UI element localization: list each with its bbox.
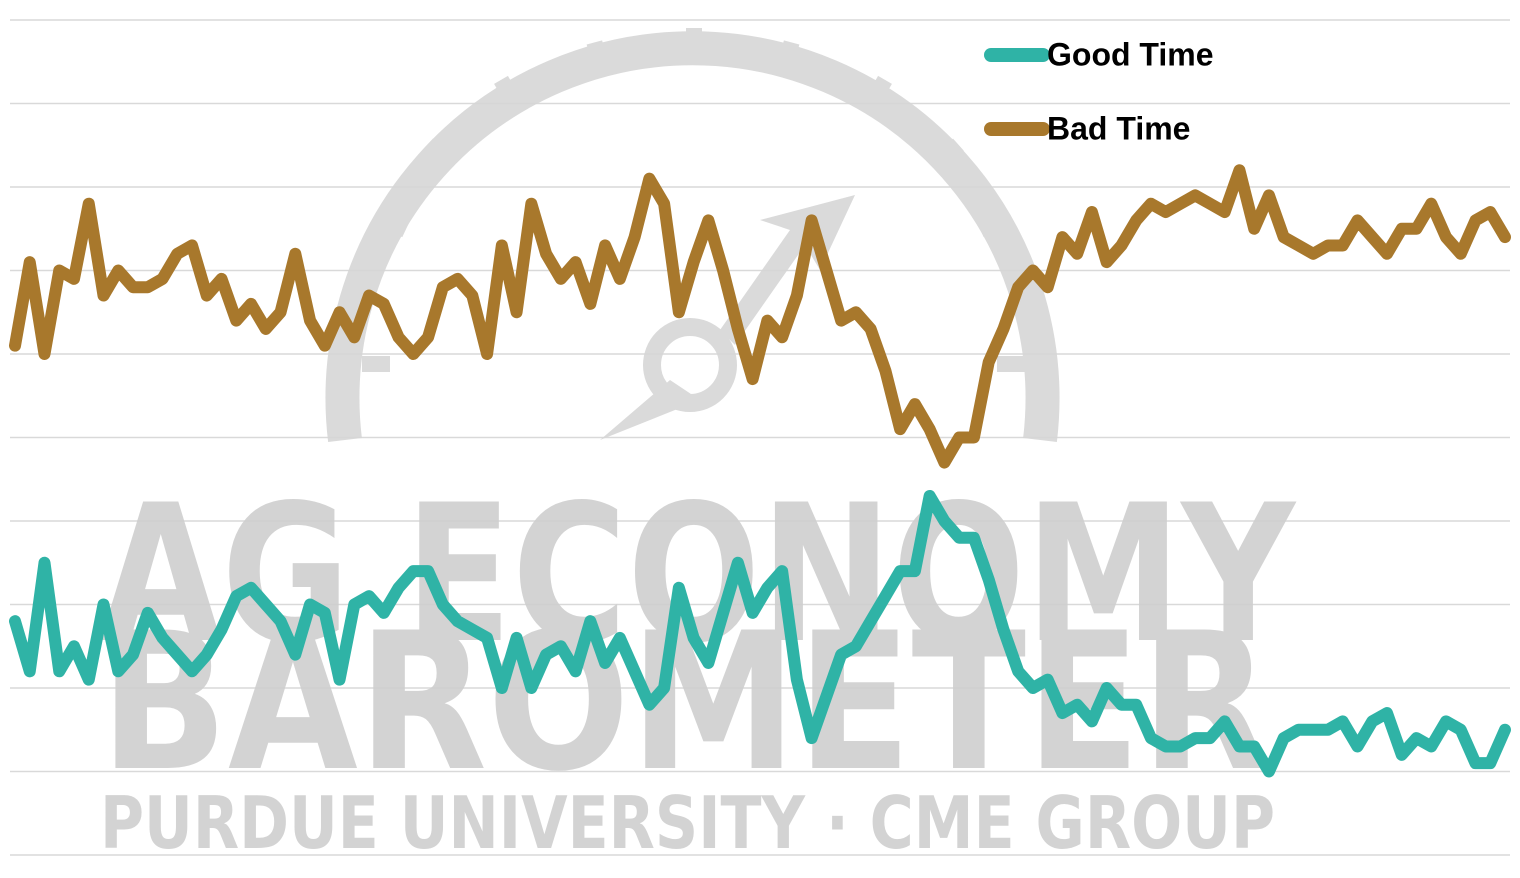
watermark-gauge-needle <box>600 195 855 440</box>
series-line <box>9 164 1511 469</box>
watermark-gauge-arc <box>325 31 1060 442</box>
plot-area <box>9 164 1511 778</box>
legend-label: Bad Time <box>1047 110 1190 146</box>
legend-label: Good Time <box>1047 36 1214 72</box>
watermark-gauge-ticks <box>362 28 1025 372</box>
legend: Good Time Bad Time <box>984 36 1214 146</box>
watermark-sponsors: PURDUE UNIVERSITY · CME GROUP <box>100 781 1275 865</box>
series-line <box>9 489 1511 778</box>
grid <box>10 19 1510 856</box>
watermark: AG ECONOMY BAROMETER PURDUE UNIVERSITY ·… <box>100 28 1297 865</box>
